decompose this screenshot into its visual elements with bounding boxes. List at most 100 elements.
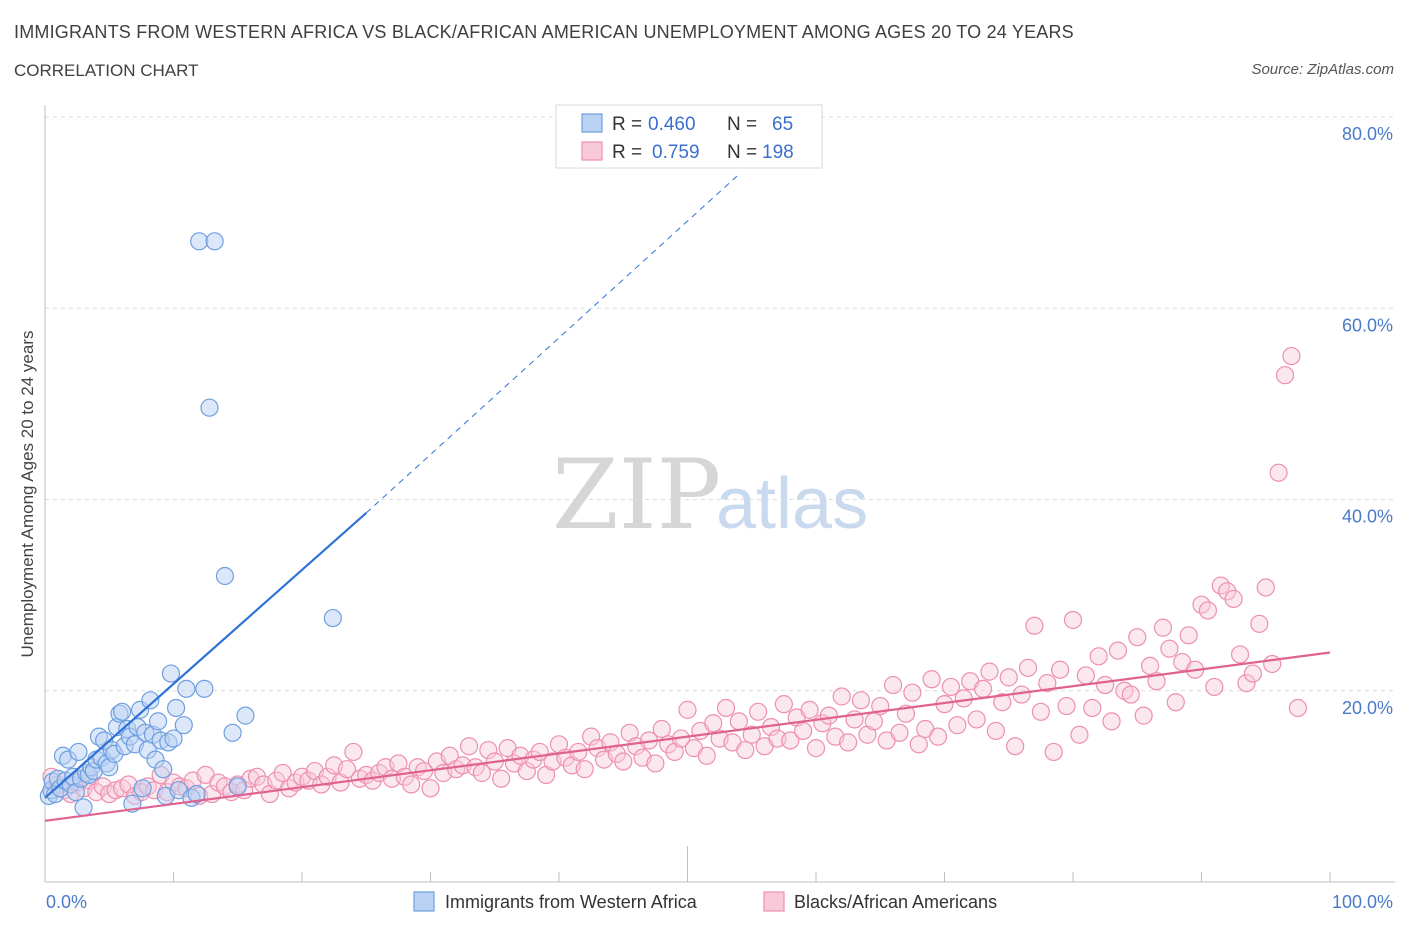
- data-point-blacks: [1230, 645, 1250, 664]
- data-point-blacks: [1198, 601, 1218, 620]
- data-point-blacks: [1237, 673, 1256, 693]
- x-tick-label-min: 0.0%: [46, 892, 87, 912]
- data-point-blacks: [1243, 664, 1263, 683]
- bottom-legend-swatch-immigrants: [413, 891, 435, 912]
- data-point-blacks: [909, 735, 928, 754]
- data-point-blacks: [1160, 639, 1179, 658]
- legend-n-label-2: N =: [727, 142, 757, 163]
- data-point-blacks: [344, 742, 363, 762]
- data-point-blacks: [1263, 654, 1282, 674]
- legend-r-label-2: R =: [612, 142, 642, 163]
- data-point-immigrants: [323, 608, 342, 628]
- data-point-blacks: [973, 679, 993, 698]
- legend-r-value-2: 0.759: [652, 142, 700, 163]
- data-point-immigrants: [236, 706, 255, 725]
- data-point-blacks: [1031, 702, 1050, 721]
- data-point-blacks: [1025, 616, 1044, 635]
- data-point-blacks: [864, 712, 883, 731]
- data-point-blacks: [806, 739, 826, 758]
- watermark-atlas: atlas: [716, 464, 868, 544]
- data-point-blacks: [954, 689, 973, 708]
- data-point-immigrants: [200, 398, 219, 417]
- data-point-immigrants: [74, 798, 93, 817]
- data-point-blacks: [999, 668, 1018, 687]
- data-point-blacks: [800, 700, 819, 719]
- data-point-blacks: [890, 723, 909, 742]
- trendline-immigrants-extension: [365, 174, 740, 514]
- data-point-blacks: [1250, 614, 1269, 633]
- data-point-immigrants: [164, 729, 183, 748]
- data-point-blacks: [1051, 660, 1070, 679]
- data-point-blacks: [646, 754, 665, 773]
- data-point-blacks: [1275, 366, 1295, 385]
- data-point-blacks: [832, 687, 851, 706]
- data-point-blacks: [1006, 737, 1025, 756]
- data-point-blacks: [839, 733, 858, 752]
- data-point-blacks: [517, 761, 536, 781]
- y-tick-label: 20.0%: [1342, 698, 1393, 718]
- data-point-blacks: [697, 746, 716, 765]
- watermark-zip: ZIP: [552, 439, 721, 551]
- data-point-blacks: [1044, 742, 1063, 762]
- data-point-blacks: [1070, 725, 1089, 744]
- data-point-blacks: [1224, 589, 1243, 609]
- data-point-blacks: [1102, 712, 1121, 731]
- y-tick-label: 40.0%: [1342, 507, 1393, 527]
- data-point-blacks: [614, 752, 633, 771]
- data-point-blacks: [1179, 626, 1198, 645]
- data-point-blacks: [1256, 578, 1275, 597]
- data-point-blacks: [1018, 658, 1038, 677]
- data-point-blacks: [1108, 641, 1128, 660]
- data-point-immigrants: [195, 679, 214, 698]
- data-point-blacks: [459, 737, 479, 756]
- legend-swatch-blacks: [581, 141, 603, 161]
- data-point-blacks: [337, 760, 357, 779]
- data-point-blacks: [575, 760, 594, 779]
- legend-n-label-1: N =: [727, 114, 757, 135]
- y-tick-labels: 20.0% 40.0% 60.0% 80.0%: [1342, 124, 1393, 718]
- data-point-immigrants: [141, 691, 160, 710]
- data-point-immigrants: [177, 679, 196, 698]
- trendline-blacks: [44, 651, 1331, 822]
- data-point-blacks: [1166, 693, 1185, 712]
- data-point-blacks: [1076, 666, 1095, 685]
- data-point-immigrants: [112, 702, 132, 721]
- data-point-blacks: [1038, 673, 1057, 693]
- legend-r-label-1: R =: [612, 114, 642, 135]
- watermark: ZIP atlas: [552, 439, 868, 551]
- source-credit: Source: ZipAtlas.com: [1251, 61, 1394, 78]
- data-point-blacks: [883, 675, 903, 695]
- data-point-immigrants: [190, 232, 209, 251]
- data-point-immigrants: [166, 698, 186, 718]
- data-point-immigrants: [133, 779, 152, 798]
- legend-n-value-2: 198: [762, 142, 794, 163]
- data-point-blacks: [492, 769, 511, 788]
- data-point-blacks: [781, 731, 800, 750]
- data-point-blacks: [922, 670, 941, 689]
- series-blacks-points: [42, 346, 1307, 806]
- x-tick-labels: 0.0% 100.0%: [46, 892, 1393, 912]
- data-point-blacks: [1121, 685, 1140, 704]
- bottom-legend-label-blacks: Blacks/African Americans: [794, 892, 997, 912]
- data-point-blacks: [819, 706, 838, 725]
- data-point-blacks: [1083, 698, 1102, 718]
- data-point-immigrants: [187, 784, 206, 804]
- chart-subtitle: CORRELATION CHART: [14, 61, 199, 80]
- data-point-blacks: [903, 683, 922, 702]
- data-point-blacks: [678, 700, 697, 719]
- data-point-blacks: [1089, 647, 1108, 666]
- y-axis-label: Unemployment Among Ages 20 to 24 years: [18, 331, 37, 658]
- trendlines: [44, 174, 1331, 822]
- data-point-blacks: [652, 719, 671, 739]
- bottom-legend-label-immigrants: Immigrants from Western Africa: [445, 892, 698, 912]
- data-point-blacks: [1140, 656, 1160, 675]
- bottom-legend-swatch-blacks: [763, 891, 785, 912]
- data-point-blacks: [993, 693, 1012, 712]
- series-immigrants-points: [39, 232, 342, 817]
- correlation-legend: R = 0.460 N = 65 R = 0.759 N = 198: [555, 104, 823, 169]
- data-point-blacks: [402, 775, 421, 794]
- data-point-blacks: [1153, 618, 1173, 637]
- data-point-blacks: [967, 710, 986, 729]
- data-point-blacks: [273, 763, 292, 783]
